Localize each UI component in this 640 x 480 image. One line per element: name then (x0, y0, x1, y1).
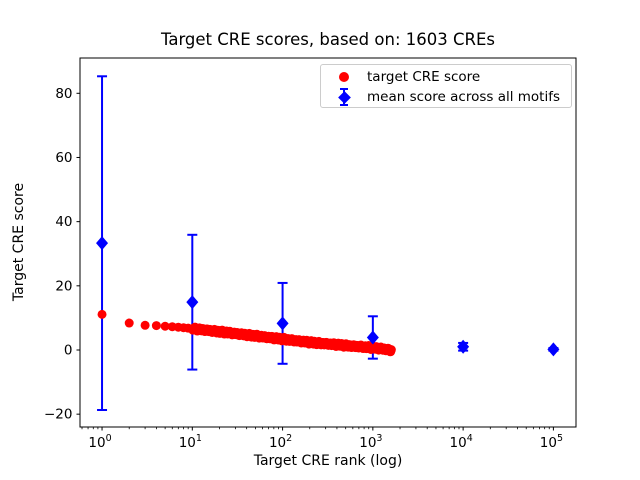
blue-diamond (366, 330, 379, 345)
y-tick-label: 60 (55, 150, 72, 166)
mean-score-error-bars (97, 75, 559, 411)
blue-diamond (547, 342, 560, 357)
mean-score-diamonds (96, 236, 560, 357)
x-tick-label: 104 (450, 433, 473, 451)
blue-diamond (96, 236, 109, 251)
y-tick-label: 0 (64, 342, 73, 358)
x-tick-label: 105 (540, 433, 563, 451)
legend-item-mean-score: mean score across all motifs (321, 87, 571, 107)
red-point (151, 321, 161, 331)
chart-title: Target CRE scores, based on: 1603 CREs (160, 30, 496, 49)
red-circle-icon (339, 72, 349, 82)
y-tick-label: 80 (55, 86, 72, 102)
red-point (140, 320, 150, 330)
blue-diamond (457, 339, 470, 354)
x-tick-label: 103 (359, 433, 382, 451)
blue-diamond-errorbar-icon (336, 87, 352, 107)
blue-diamond (276, 316, 289, 331)
legend: target CRE score mean score across all m… (320, 64, 572, 108)
target-cre-score-points (97, 309, 396, 357)
red-point (160, 321, 170, 331)
x-axis-label: Target CRE rank (log) (253, 453, 403, 469)
x-tick-label: 100 (88, 433, 111, 451)
y-axis-ticks: −20 0 20 40 60 80 (44, 86, 80, 423)
legend-label: mean score across all motifs (367, 89, 561, 105)
red-point (97, 309, 107, 319)
y-tick-label: 20 (55, 278, 72, 294)
x-tick-label: 101 (179, 433, 202, 451)
blue-diamond (186, 295, 199, 310)
plot-frame (79, 57, 577, 428)
y-tick-label: −20 (44, 407, 73, 423)
legend-item-target-cre-score: target CRE score (321, 67, 571, 87)
x-axis-ticks: 100 101 102 103 104 105 (81, 427, 563, 451)
red-point (386, 345, 396, 355)
x-tick-label: 102 (269, 433, 292, 451)
red-point (124, 318, 134, 328)
legend-label: target CRE score (367, 69, 481, 85)
y-tick-label: 40 (55, 214, 72, 230)
